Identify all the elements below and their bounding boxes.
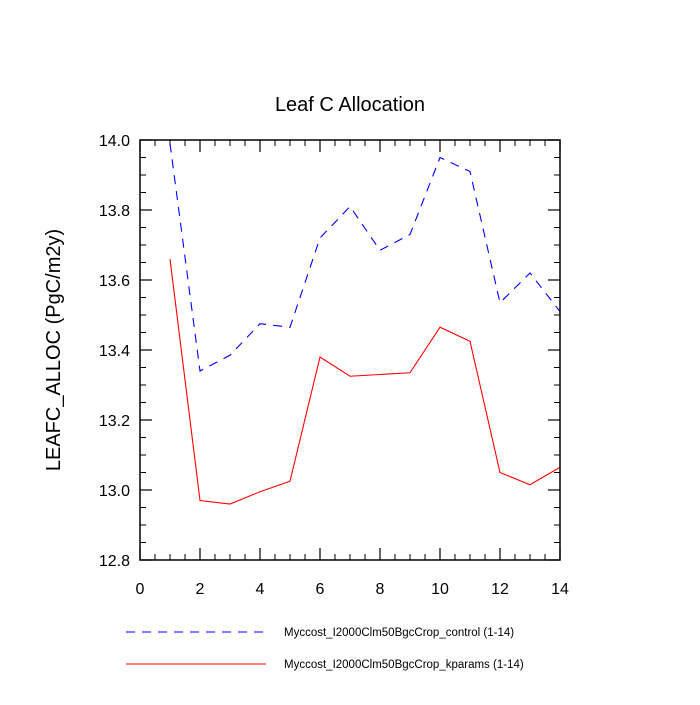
x-tick-label: 2	[196, 581, 205, 598]
y-tick-label: 14.0	[99, 133, 130, 150]
legend-label-1: Myccost_I2000Clm50BgcCrop_control (1-14)	[284, 627, 514, 639]
y-tick-label: 12.8	[99, 553, 130, 570]
x-tick-label: 14	[551, 581, 569, 598]
y-tick-label: 13.8	[99, 203, 130, 220]
x-tick-label: 12	[491, 581, 509, 598]
x-tick-label: 8	[376, 581, 385, 598]
y-axis-label: LEAFC_ALLOC (PgC/m2y)	[43, 229, 65, 471]
series-line-2	[169, 258, 561, 505]
legend-label-2: Myccost_I2000Clm50BgcCrop_kparams (1-14)	[284, 659, 524, 671]
chart-title: Leaf C Allocation	[275, 94, 425, 116]
y-tick-label: 13.0	[99, 483, 130, 500]
x-tick-label: 0	[136, 581, 145, 598]
y-tick-label: 13.6	[99, 273, 130, 290]
x-tick-label: 4	[256, 581, 265, 598]
legend: Myccost_I2000Clm50BgcCrop_control (1-14)…	[126, 627, 524, 671]
x-tick-label: 6	[316, 581, 325, 598]
ticks-layer: 0 2 4 6 8 10 12 14 12.8 13.0 13.2 13.4 13.6 13.8 14.0	[99, 133, 569, 598]
series-layer	[169, 143, 561, 505]
series-line-1	[169, 143, 561, 372]
y-tick-label: 13.4	[99, 343, 130, 360]
plot-frame	[139, 139, 561, 561]
x-tick-label: 10	[431, 581, 449, 598]
y-tick-label: 13.2	[99, 413, 130, 430]
